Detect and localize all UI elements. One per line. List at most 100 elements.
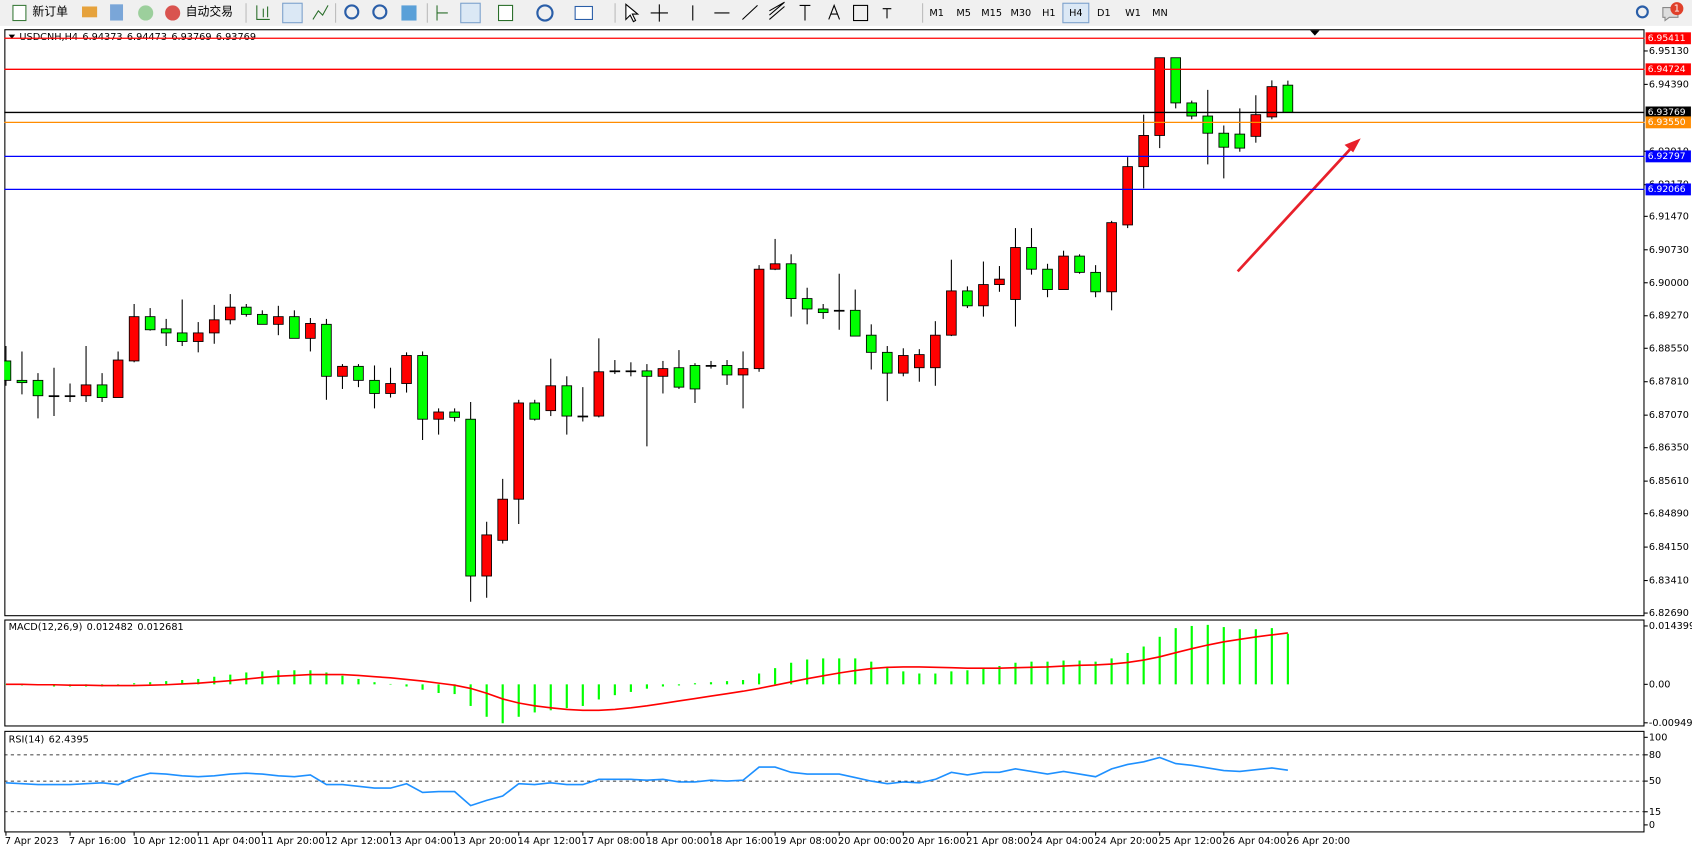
candle-body [241,306,252,315]
candle-body [321,323,332,377]
zoom-out[interactable] [372,4,388,20]
new-order-icon[interactable] [12,4,27,22]
icon[interactable] [110,4,124,21]
x-tick-label: 11 Apr 04:00 [197,836,260,847]
zoom-in[interactable] [344,4,360,20]
histogram-bar [517,684,520,717]
timeframe-button[interactable]: M15 [981,8,1002,19]
templates[interactable] [574,5,593,21]
text-tool[interactable] [828,3,841,20]
candle-body [1010,247,1021,300]
candle-body [689,365,701,390]
histogram-bar [501,684,504,724]
histogram-bar [677,684,681,686]
candle-icon[interactable] [282,2,303,24]
candle-body [898,355,909,374]
auto-trading-icon[interactable] [165,5,181,21]
histogram-bar [197,678,200,685]
indicators[interactable] [497,4,514,22]
line-icon[interactable] [312,5,329,20]
candle-body [305,322,316,339]
histogram-bar [469,684,472,706]
indicator-line [5,756,1288,807]
draw-tools[interactable] [692,5,758,21]
y-tick-label: 6.95130 [1649,46,1689,57]
y-tick-label: 0 [1649,820,1655,831]
icon[interactable] [82,6,98,18]
candle-body [1202,115,1214,134]
y-tick-label: 100 [1649,732,1668,743]
candle-body [561,385,573,417]
y-tick-label: 6.89270 [1649,311,1689,322]
arrows-tool[interactable] [882,8,892,19]
label-tool[interactable] [853,4,869,22]
candle-body [433,411,444,420]
histogram-bar [838,658,841,685]
timeframe-button[interactable]: M5 [956,8,971,19]
histogram-bar [661,684,665,687]
x-tick-label: 11 Apr 20:00 [261,836,324,847]
shift-marker [1310,30,1320,36]
tile[interactable] [401,5,417,21]
candle-body [593,371,605,417]
candle-body [1106,222,1117,293]
candle-body [273,316,284,325]
histogram-bar [213,676,216,685]
level-label-bg [1645,150,1691,163]
candle-body [1186,102,1198,117]
histogram-bar [181,680,184,685]
level-label: 6.94724 [1648,64,1686,75]
x-tick-label: 12 Apr 12:00 [325,836,388,847]
timeframe-button[interactable]: M30 [1010,8,1031,19]
crosshair[interactable] [650,4,668,22]
search[interactable] [1635,5,1649,19]
timeframe-button[interactable]: H4 [1069,8,1082,19]
timeframe-button[interactable]: M1 [929,8,944,19]
level-label-bg [1645,63,1691,76]
candle-body [144,316,156,331]
level-label: 6.93550 [1648,117,1686,128]
periods[interactable] [536,4,554,22]
candle-body [529,402,541,420]
candle-body [353,365,364,381]
histogram-bar [1254,629,1257,685]
y-tick-label: 6.90730 [1649,245,1689,256]
notification-badge[interactable] [1670,2,1684,16]
candle-body [737,368,749,376]
histogram-bar [549,684,552,711]
level-label-bg [1645,106,1691,119]
x-tick-label: 14 Apr 12:00 [518,836,581,847]
candle-body [545,385,557,412]
scroll-icon[interactable] [436,5,448,21]
histogram-bar [133,683,136,685]
level-label: 6.92066 [1648,184,1686,195]
auto-trading[interactable]: 自动交易 [186,4,233,18]
timeframe-button[interactable]: H1 [1042,8,1055,19]
histogram-bar [1078,660,1081,685]
icon[interactable] [138,5,154,21]
indicator-line [5,632,1288,712]
candle-body [625,370,637,373]
histogram-bar [1062,660,1065,685]
cursor[interactable] [625,3,640,23]
autoscroll[interactable] [460,2,481,24]
channel[interactable] [769,1,785,20]
new-order[interactable]: 新订单 [32,4,68,18]
timeframe-button[interactable]: MN [1152,8,1168,19]
candle-body [176,332,188,342]
histogram-bar [1222,627,1225,685]
x-tick-label: 17 Apr 08:00 [582,836,645,847]
histogram-bar [1286,633,1289,685]
level-label: 6.95411 [1648,33,1686,44]
timeframe-button[interactable]: W1 [1125,8,1141,19]
fib[interactable] [799,4,811,21]
timeframe-button[interactable]: D1 [1097,8,1111,19]
candle-body [673,367,685,388]
histogram-bar [1206,624,1209,685]
x-tick-label: 24 Apr 20:00 [1095,836,1158,847]
histogram-bar [149,682,152,685]
y-tick-label: 6.84890 [1649,509,1689,520]
bar-chart-icon[interactable] [256,5,270,21]
x-tick-label: 13 Apr 20:00 [454,836,517,847]
x-tick-label: 26 Apr 04:00 [1223,836,1286,847]
